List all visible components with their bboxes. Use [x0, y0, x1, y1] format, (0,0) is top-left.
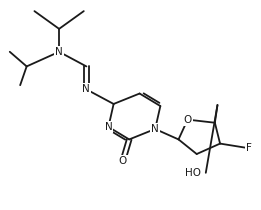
Text: N: N	[55, 47, 63, 57]
Text: N: N	[151, 124, 159, 134]
Text: N: N	[82, 84, 90, 94]
Text: O: O	[183, 115, 192, 125]
Text: HO: HO	[185, 168, 201, 178]
Text: O: O	[118, 156, 127, 166]
Text: F: F	[246, 143, 252, 153]
Text: N: N	[105, 122, 112, 132]
